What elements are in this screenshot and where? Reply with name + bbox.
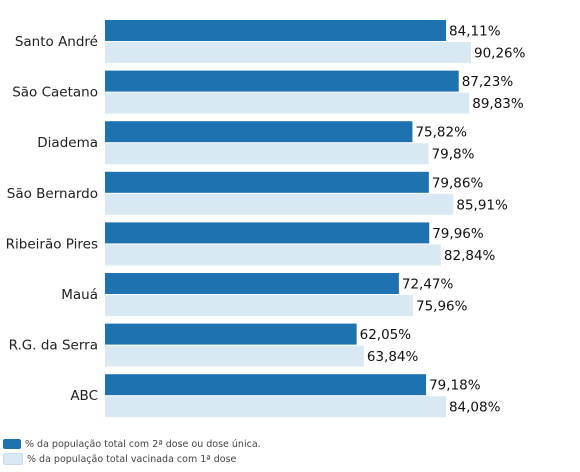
bar-r-g-da-serra-second-dose [105,323,357,345]
category-label-r-g-da-serra: R.G. da Serra [9,338,98,354]
legend-swatch-second-dose [3,439,21,449]
value-label-santo-andre-second-dose: 84,11% [449,24,501,40]
bar-ribeirao-pires-second-dose [105,222,430,244]
bar-maua-first-dose [105,295,414,316]
bar-ribeirao-pires-first-dose [105,244,441,266]
category-label-ribeirao-pires: Ribeirão Pires [6,236,98,252]
legend-label-second-dose: % da população total com 2ª dose ou dose… [25,438,261,450]
bar-maua-second-dose [105,273,399,294]
value-label-abc-second-dose: 79,18% [429,378,481,394]
category-label-santo-andre: Santo André [15,34,98,50]
value-label-abc-first-dose: 84,08% [449,400,501,416]
value-label-ribeirao-pires-second-dose: 79,96% [432,226,484,242]
bar-sao-bernardo-second-dose [105,171,429,193]
bar-abc-second-dose [105,374,427,396]
value-label-sao-bernardo-second-dose: 79,86% [432,175,484,191]
category-label-maua: Mauá [61,287,98,303]
category-label-diadema: Diadema [37,135,98,151]
bar-r-g-da-serra-first-dose [105,345,364,367]
category-label-sao-bernardo: São Bernardo [7,186,98,202]
value-label-r-g-da-serra-first-dose: 63,84% [367,349,419,365]
bar-chart: Santo André 84,11% 90,26% São Caetano 87,23%… [6,20,526,418]
value-label-santo-andre-first-dose: 90,26% [474,46,526,62]
legend-swatch-first-dose [3,453,23,465]
value-label-diadema-first-dose: 79,8% [432,147,475,163]
bar-diadema-second-dose [105,121,413,143]
value-label-maua-second-dose: 72,47% [402,277,454,293]
value-label-maua-first-dose: 75,96% [416,299,468,315]
bar-abc-first-dose [105,396,446,418]
category-label-sao-caetano: São Caetano [12,85,98,101]
category-label-abc: ABC [70,388,98,404]
bar-santo-andre-first-dose [105,42,471,63]
bar-sao-bernardo-first-dose [105,193,454,215]
bar-diadema-first-dose [105,143,429,165]
value-label-sao-bernardo-first-dose: 85,91% [456,197,508,213]
bar-sao-caetano-first-dose [105,92,470,114]
value-label-sao-caetano-first-dose: 89,83% [472,96,524,112]
legend-item-second-dose: % da população total com 2ª dose ou dose… [3,437,261,451]
bar-santo-andre-second-dose [105,20,447,41]
bar-sao-caetano-second-dose [105,70,459,92]
legend: % da população total com 2ª dose ou dose… [3,437,261,467]
legend-label-first-dose: % da população total vacinada com 1ª dos… [27,453,237,465]
value-label-diadema-second-dose: 75,82% [415,125,467,141]
value-label-ribeirao-pires-first-dose: 82,84% [444,248,496,264]
value-label-r-g-da-serra-second-dose: 62,05% [360,327,412,343]
legend-item-first-dose: % da população total vacinada com 1ª dos… [3,452,261,466]
value-label-sao-caetano-second-dose: 87,23% [462,74,514,90]
